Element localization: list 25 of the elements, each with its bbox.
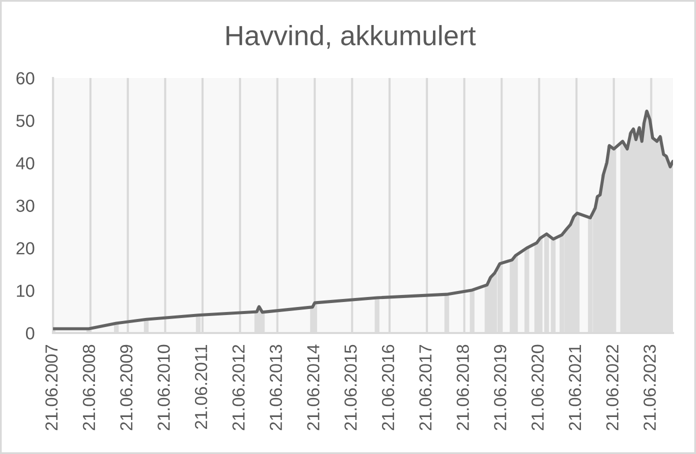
x-tick-label: 21.06.2014 xyxy=(307,344,320,430)
x-tick-label: 21.06.2008 xyxy=(82,344,96,430)
x-tick-label: 21.06.2010 xyxy=(158,344,170,430)
x-tick-label: 21.06.2023 xyxy=(644,344,656,430)
x-tick-label: 21.06.2007 xyxy=(45,344,58,430)
y-tick-label: 30 xyxy=(16,200,34,212)
y-tick-label: 20 xyxy=(16,242,34,254)
x-tick-label: 21.06.2018 xyxy=(456,344,469,430)
x-tick-label: 21.06.2017 xyxy=(419,344,432,430)
x-tick-label: 21.06.2021 xyxy=(568,344,582,430)
y-tick-label: 0 xyxy=(26,327,34,340)
x-tick-label: 21.06.2011 xyxy=(194,344,208,429)
x-tick-label: 21.06.2016 xyxy=(382,344,394,430)
x-tick-label: 21.06.2019 xyxy=(494,344,506,430)
x-tick-label: 21.06.2013 xyxy=(270,344,282,430)
y-tick-label: 40 xyxy=(16,157,34,170)
x-tick-label: 21.06.2015 xyxy=(344,344,357,430)
chart-title: Havvind, akkumulert xyxy=(226,25,476,49)
x-tick-label: 21.06.2012 xyxy=(232,344,245,430)
x-tick-label: 21.06.2009 xyxy=(120,344,132,430)
x-tick-label: 21.06.2020 xyxy=(531,344,544,430)
y-tick-label: 60 xyxy=(16,72,34,84)
y-tick-label: 50 xyxy=(16,114,34,127)
y-tick-label: 10 xyxy=(16,284,34,297)
x-tick-label: 21.06.2022 xyxy=(606,344,618,430)
